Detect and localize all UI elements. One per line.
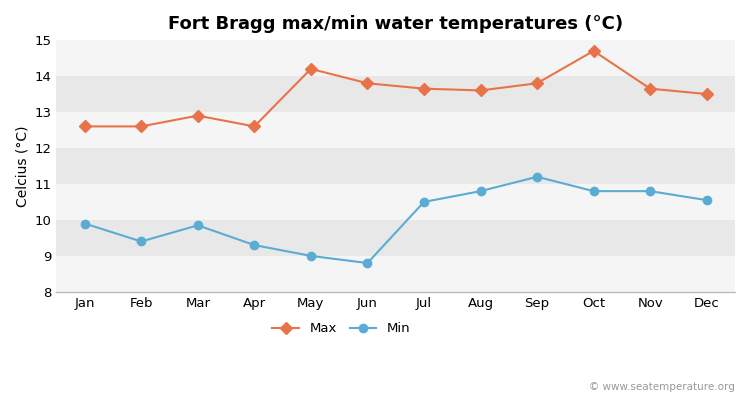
Y-axis label: Celcius (°C): Celcius (°C) — [15, 125, 29, 207]
Title: Fort Bragg max/min water temperatures (°C): Fort Bragg max/min water temperatures (°… — [168, 15, 623, 33]
Bar — [56, 256, 735, 292]
Legend: Max, Min: Max, Min — [267, 317, 416, 341]
Bar — [56, 76, 735, 112]
Bar — [56, 184, 735, 220]
Text: © www.seatemperature.org: © www.seatemperature.org — [590, 382, 735, 392]
Bar — [56, 148, 735, 184]
Bar — [56, 40, 735, 76]
Bar — [56, 112, 735, 148]
Bar — [56, 220, 735, 256]
